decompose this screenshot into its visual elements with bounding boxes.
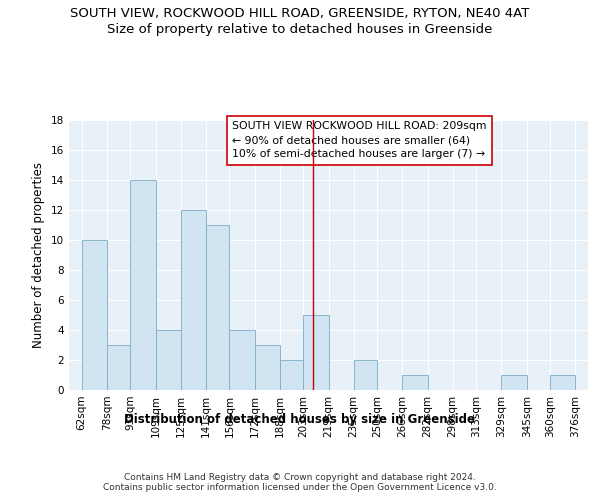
Text: Distribution of detached houses by size in Greenside: Distribution of detached houses by size … bbox=[125, 412, 476, 426]
Text: SOUTH VIEW ROCKWOOD HILL ROAD: 209sqm
← 90% of detached houses are smaller (64)
: SOUTH VIEW ROCKWOOD HILL ROAD: 209sqm ← … bbox=[232, 122, 487, 160]
Bar bbox=[229, 330, 254, 390]
Bar bbox=[280, 360, 304, 390]
Bar bbox=[502, 375, 527, 390]
Bar bbox=[254, 345, 280, 390]
Bar bbox=[403, 375, 428, 390]
Bar bbox=[107, 345, 130, 390]
Bar bbox=[206, 225, 229, 390]
Text: SOUTH VIEW, ROCKWOOD HILL ROAD, GREENSIDE, RYTON, NE40 4AT: SOUTH VIEW, ROCKWOOD HILL ROAD, GREENSID… bbox=[70, 8, 530, 20]
Bar bbox=[155, 330, 181, 390]
Bar bbox=[304, 315, 329, 390]
Text: Size of property relative to detached houses in Greenside: Size of property relative to detached ho… bbox=[107, 22, 493, 36]
Bar bbox=[82, 240, 107, 390]
Bar bbox=[353, 360, 377, 390]
Y-axis label: Number of detached properties: Number of detached properties bbox=[32, 162, 46, 348]
Bar bbox=[181, 210, 206, 390]
Bar bbox=[550, 375, 575, 390]
Bar bbox=[130, 180, 155, 390]
Text: Contains HM Land Registry data © Crown copyright and database right 2024.
Contai: Contains HM Land Registry data © Crown c… bbox=[103, 472, 497, 492]
